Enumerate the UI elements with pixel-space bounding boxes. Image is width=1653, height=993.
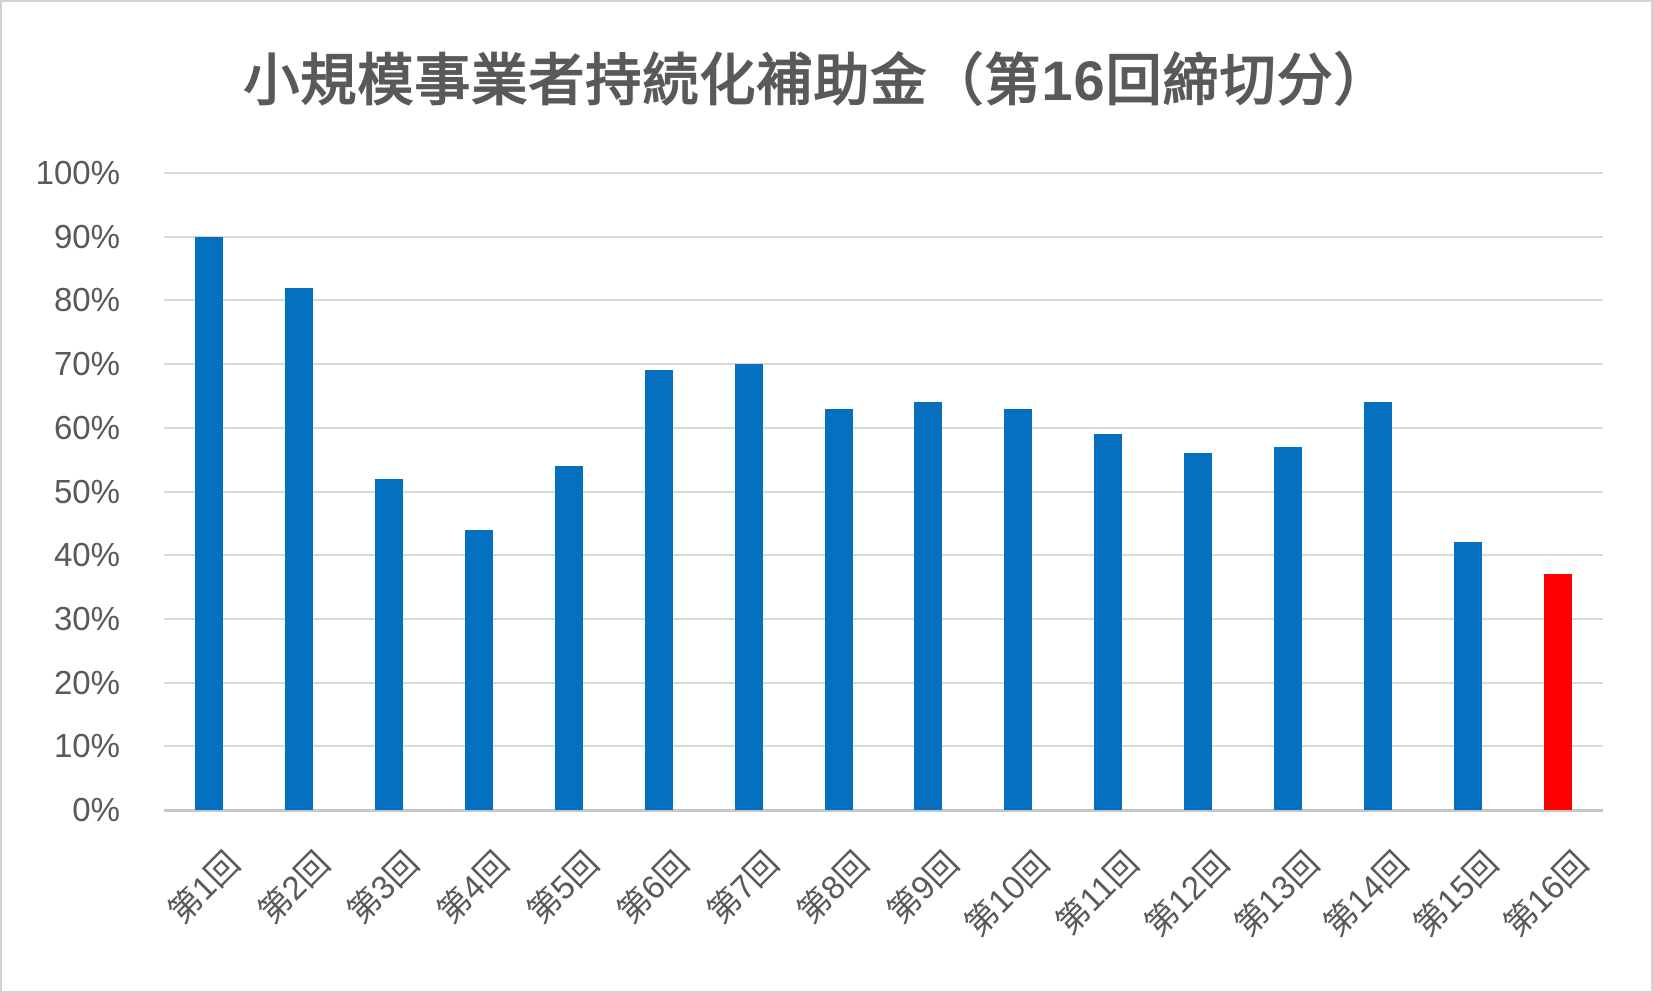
x-category-label: 第16回 bbox=[1496, 844, 1596, 944]
y-tick-label: 50% bbox=[53, 472, 120, 510]
bar-highlighted bbox=[1544, 574, 1573, 810]
plot-area bbox=[164, 172, 1603, 812]
bar bbox=[464, 529, 493, 810]
bar bbox=[374, 478, 403, 810]
x-category-label: 第12回 bbox=[1136, 844, 1236, 944]
bar bbox=[1364, 402, 1393, 810]
bar bbox=[644, 370, 673, 810]
x-category-label: 第7回 bbox=[700, 844, 787, 931]
bar bbox=[1004, 408, 1033, 810]
gridline bbox=[164, 554, 1603, 557]
x-category-label: 第4回 bbox=[430, 844, 517, 931]
gridline bbox=[164, 235, 1603, 238]
y-tick-label: 10% bbox=[53, 727, 120, 765]
x-category-label: 第6回 bbox=[610, 844, 697, 931]
y-tick-label: 80% bbox=[53, 281, 120, 319]
gridline bbox=[164, 299, 1603, 302]
x-category-label: 第13回 bbox=[1226, 844, 1326, 944]
gridline bbox=[164, 490, 1603, 493]
bar bbox=[1184, 453, 1213, 810]
x-category-label: 第5回 bbox=[520, 844, 607, 931]
bar bbox=[1274, 446, 1303, 810]
x-category-label: 第3回 bbox=[340, 844, 427, 931]
x-category-label: 第14回 bbox=[1316, 844, 1416, 944]
y-tick-label: 30% bbox=[53, 599, 120, 637]
y-tick-label: 60% bbox=[53, 408, 120, 446]
bar bbox=[1094, 434, 1123, 810]
gridline bbox=[164, 172, 1603, 174]
chart-title: 小規模事業者持続化補助金（第16回締切分） bbox=[243, 49, 1391, 112]
x-category-label: 第8回 bbox=[790, 844, 876, 931]
bar bbox=[284, 287, 313, 810]
x-category-label: 第1回 bbox=[160, 844, 247, 931]
bar bbox=[194, 236, 223, 810]
bar bbox=[554, 466, 583, 810]
bar bbox=[1454, 542, 1483, 810]
x-category-label: 第11回 bbox=[1048, 844, 1146, 942]
gridline bbox=[164, 681, 1603, 684]
gridline bbox=[164, 363, 1603, 366]
gridline bbox=[164, 617, 1603, 620]
y-tick-label: 90% bbox=[53, 217, 120, 255]
bar bbox=[914, 402, 943, 810]
bar bbox=[734, 364, 763, 810]
gridline bbox=[164, 426, 1603, 429]
x-category-label: 第9回 bbox=[880, 844, 966, 931]
x-category-label: 第15回 bbox=[1406, 844, 1506, 944]
x-axis-line bbox=[164, 809, 1603, 812]
y-tick-label: 0% bbox=[72, 791, 120, 828]
y-tick-label: 70% bbox=[53, 345, 120, 383]
bar bbox=[824, 408, 853, 810]
y-tick-label: 40% bbox=[53, 536, 120, 574]
y-tick-label: 20% bbox=[53, 663, 120, 701]
y-tick-label: 100% bbox=[35, 154, 120, 191]
x-category-label: 第10回 bbox=[957, 844, 1056, 944]
x-category-label: 第2回 bbox=[250, 844, 337, 931]
gridline bbox=[164, 745, 1603, 748]
